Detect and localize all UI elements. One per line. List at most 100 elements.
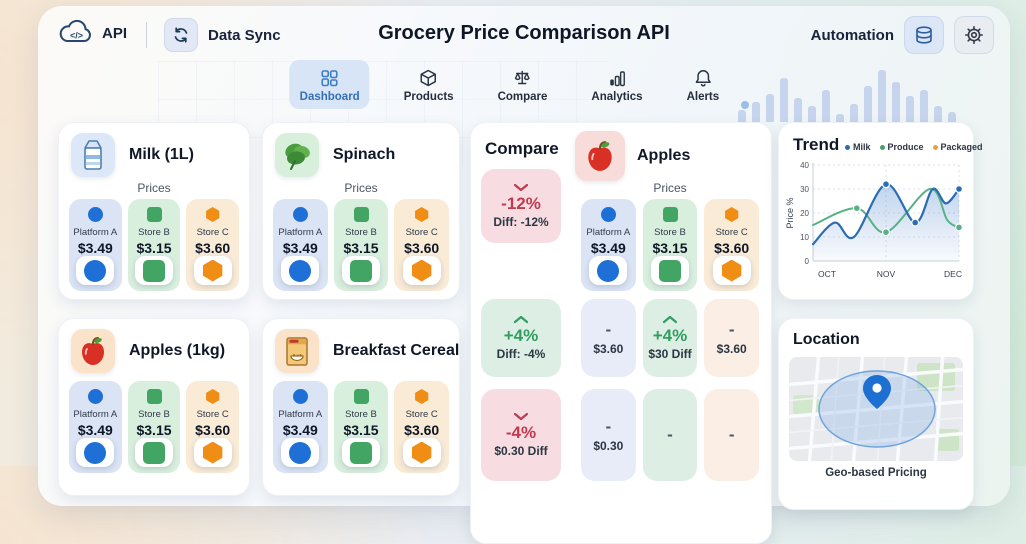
chart-legend: Milk Produce Packaged (845, 142, 983, 152)
bell-icon (695, 70, 711, 87)
prices-label: Prices (344, 181, 378, 195)
product-card-cereal: Breakfast Cereal Platform A $3.49 Store B $… (262, 318, 460, 496)
sync-button[interactable] (164, 18, 198, 52)
price-columns: Platform A $3.49 Store B $3.15 Store C $3.60 (273, 199, 450, 291)
tab-dashboard[interactable]: Dashboard (289, 60, 370, 109)
map-widget[interactable] (789, 357, 963, 461)
settings-button[interactable] (954, 16, 994, 54)
compare-subtext: $3.60 (716, 341, 747, 356)
tab-products[interactable]: Products (394, 60, 464, 109)
tab-label: Analytics (591, 91, 643, 103)
hexagon-icon (202, 441, 223, 464)
platform-shape-box (651, 256, 689, 285)
database-button[interactable] (904, 16, 944, 54)
platform-shape-box (135, 438, 173, 467)
square-icon (353, 207, 369, 222)
platform-name: Store C (196, 227, 229, 238)
legend-item: Packaged (932, 142, 983, 152)
svg-text:DEC: DEC (944, 269, 962, 279)
circle-icon (84, 441, 107, 464)
platform-name: Platform A (278, 409, 323, 420)
platform-shape-box (135, 256, 173, 285)
circle-icon (84, 259, 107, 282)
platform-shape-box (589, 256, 628, 285)
card-header: Milk (1L) (71, 133, 194, 177)
compare-detail-cell: - $3.60 (704, 299, 760, 377)
tab-label: Alerts (686, 91, 720, 103)
platform-name: Platform A (73, 227, 118, 238)
trend-line-chart: 0 10 20 30 40 OCT NOV DEC Price % (785, 161, 964, 279)
hexagon-icon (411, 259, 432, 282)
tab-analytics[interactable]: Analytics (581, 60, 652, 109)
square-icon (143, 259, 165, 282)
price-value: $3.60 (404, 240, 440, 256)
product-title: Apples (1kg) (129, 342, 226, 359)
dashboard-icon (321, 70, 338, 87)
compare-value: - (605, 320, 612, 340)
legend-label: Packaged (940, 142, 983, 152)
background-bars-decoration (738, 56, 996, 122)
legend-label: Produce (887, 142, 924, 152)
price-columns: Platform A $3.49 Store B $3.15 Store C $3.60 (581, 199, 760, 291)
platform-name: Store B (138, 409, 170, 420)
compare-product-title: Apples (637, 147, 691, 164)
price-column-platform-a: Platform A $3.49 (581, 199, 636, 291)
price-column-store-b: Store B $3.15 (127, 381, 181, 473)
platform-shape-box (76, 256, 115, 285)
hexagon-icon (415, 389, 429, 404)
cube-icon (420, 69, 437, 87)
svg-text:20: 20 (800, 209, 809, 218)
product-title: Spinach (333, 146, 396, 163)
page-title: Grocery Price Comparison API (378, 22, 670, 44)
compare-summary-cell: -4% $0.30 Diff (481, 389, 561, 481)
price-column-store-b: Store B $3.15 (127, 199, 181, 291)
circle-icon (87, 207, 103, 222)
price-value: $3.15 (652, 240, 688, 256)
main-nav-tabs: Dashboard Products Compare (289, 60, 730, 109)
compare-subtext: $30 Diff (648, 347, 692, 362)
product-title: Breakfast Cereal (333, 342, 460, 359)
bar-chart-icon (609, 71, 625, 87)
product-title: Milk (1L) (129, 146, 194, 163)
platform-name: Store C (405, 227, 438, 238)
cereal-box-icon (275, 329, 319, 373)
compare-value: - (728, 320, 735, 340)
price-value: $3.49 (77, 422, 113, 438)
legend-item: Produce (879, 142, 924, 152)
hexagon-icon (415, 207, 429, 222)
circle-icon (289, 259, 312, 282)
tab-alerts[interactable]: Alerts (677, 60, 730, 109)
data-sync-label: Data Sync (208, 26, 281, 44)
dot-decoration (741, 101, 749, 109)
compare-value: +4% (503, 325, 539, 345)
price-value: $3.49 (282, 240, 318, 256)
apple-icon (575, 131, 625, 181)
cloud-code-icon: </> (59, 19, 91, 42)
platform-shape-box (342, 438, 380, 467)
legend-dot (845, 144, 850, 150)
platform-shape-box (402, 256, 441, 285)
compare-detail-cell: - (704, 389, 760, 481)
trend-title: Trend (793, 135, 840, 154)
compare-subtext: $0.30 (593, 438, 624, 453)
compare-detail-cell: - $3.60 (581, 299, 636, 377)
product-card-milk: Milk (1L) Prices Platform A $3.49 Store B $… (58, 122, 250, 300)
circle-icon (87, 389, 103, 404)
location-title: Location (793, 331, 860, 348)
price-column-platform-a: Platform A $3.49 (273, 199, 328, 291)
svg-text:40: 40 (800, 161, 809, 170)
tab-compare[interactable]: Compare (488, 60, 558, 109)
svg-text:30: 30 (800, 185, 809, 194)
platform-name: Platform A (586, 227, 631, 238)
price-column-platform-a: Platform A $3.49 (69, 381, 122, 473)
price-value: $3.49 (590, 240, 626, 256)
logo-label: API (102, 24, 128, 42)
circle-icon (600, 207, 616, 222)
product-card-apples-1kg: Apples (1kg) Platform A $3.49 Store B $3.15… (58, 318, 250, 496)
circle-icon (597, 259, 620, 282)
svg-text:OCT: OCT (818, 269, 836, 279)
product-card-spinach: Spinach Prices Platform A $3.49 Store B $3.… (262, 122, 460, 300)
circle-icon (292, 389, 308, 404)
compare-detail-row: - $3.60 +4% $30 Diff - $3.60 (581, 299, 760, 377)
platform-shape-box (193, 256, 232, 285)
